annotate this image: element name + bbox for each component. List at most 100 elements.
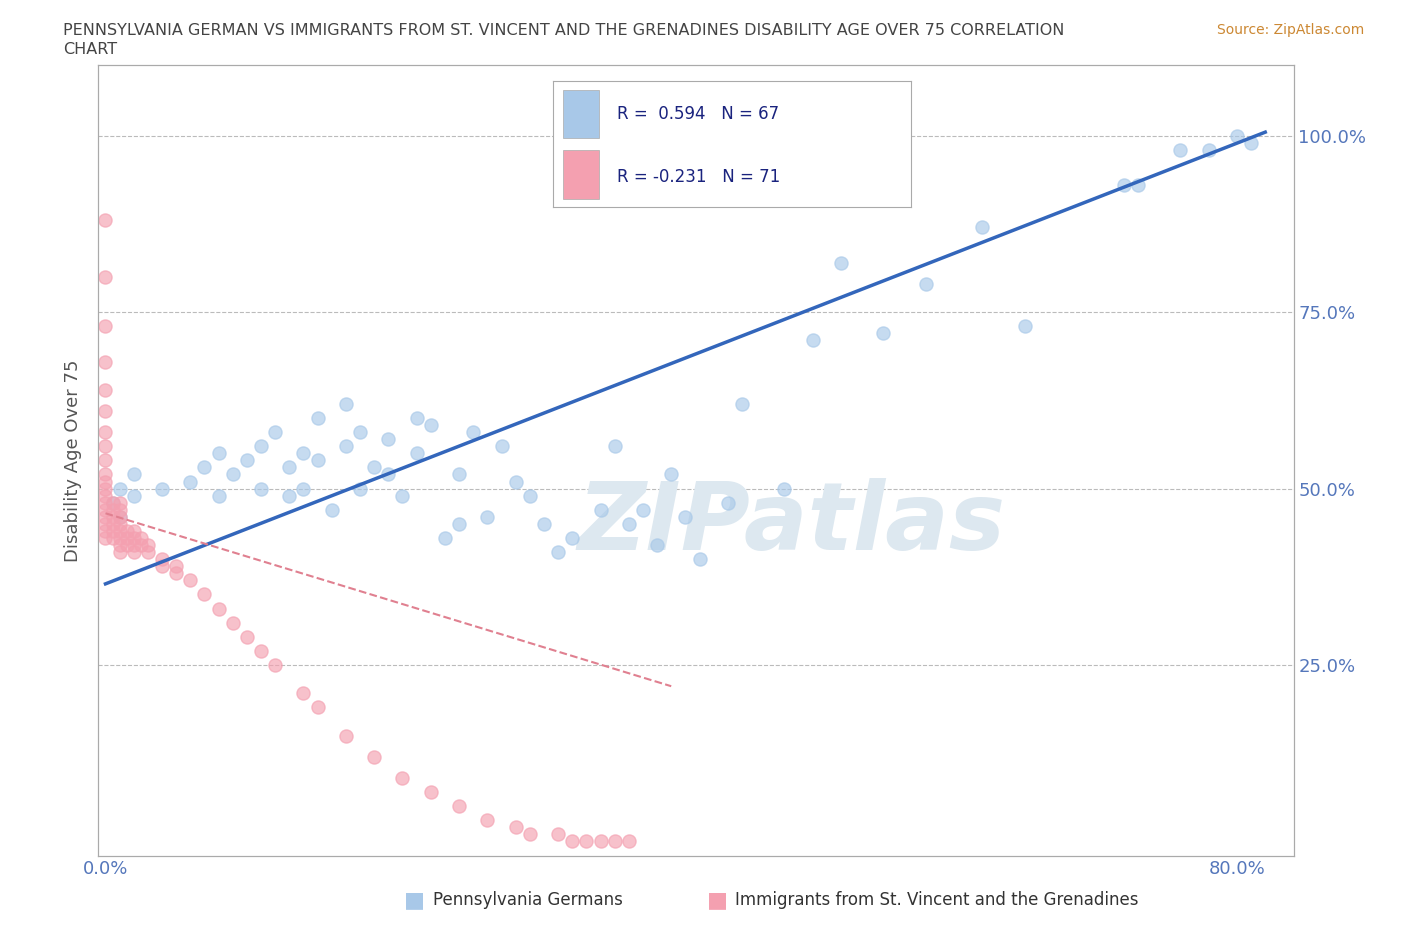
Point [208,445,231,460]
Point [108,516,131,531]
Point [94,481,117,496]
Point [208,601,231,616]
Point [278,460,301,475]
Point [94,488,117,503]
Text: Pennsylvania Germans: Pennsylvania Germans [433,891,623,910]
Point [292,445,315,460]
Point [561,530,583,545]
Point [1170,142,1192,157]
Point [617,834,640,849]
Point [108,502,131,517]
Point [150,559,173,574]
Point [292,481,315,496]
Point [1014,319,1036,334]
Point [405,445,427,460]
Point [830,256,852,271]
Point [519,488,541,503]
Point [363,750,385,764]
Point [603,439,626,454]
Point [391,771,413,786]
Point [108,524,131,538]
Point [419,418,441,432]
Point [250,481,273,496]
Point [250,644,273,658]
Point [208,488,231,503]
Point [236,630,259,644]
Point [449,799,471,814]
Point [165,565,187,580]
Point [236,453,259,468]
Y-axis label: Disability Age Over 75: Disability Age Over 75 [65,359,83,562]
Point [405,410,427,425]
Point [94,516,117,531]
Text: ZIPatlas: ZIPatlas [578,478,1005,569]
Point [377,432,399,446]
Point [94,510,117,525]
Point [94,404,117,418]
Point [193,460,215,475]
Point [94,319,117,334]
Point [129,530,152,545]
Point [264,425,287,440]
Point [419,785,441,800]
Point [449,467,471,482]
Point [101,516,124,531]
Point [1226,128,1249,143]
Point [150,481,173,496]
Point [122,524,145,538]
Point [250,439,273,454]
Point [179,573,201,588]
Point [136,545,159,560]
Point [547,545,569,560]
Point [101,502,124,517]
Point [673,510,696,525]
Point [872,326,894,340]
Point [115,524,138,538]
Point [108,545,131,560]
Point [108,481,131,496]
Point [222,467,245,482]
Point [179,474,201,489]
Point [321,502,343,517]
Point [101,496,124,511]
Point [631,502,654,517]
Point [477,510,499,525]
Point [278,488,301,503]
Point [94,453,117,468]
Point [547,827,569,842]
Point [122,530,145,545]
Point [101,524,124,538]
Point [391,488,413,503]
Point [519,827,541,842]
Point [122,538,145,552]
Point [659,467,682,482]
Point [1198,142,1220,157]
Point [801,333,824,348]
Point [108,510,131,525]
Point [505,820,527,835]
Point [94,524,117,538]
Point [731,396,754,411]
Point [377,467,399,482]
Point [307,453,329,468]
Point [94,530,117,545]
Point [101,530,124,545]
Text: Source: ZipAtlas.com: Source: ZipAtlas.com [1216,23,1364,37]
Point [108,538,131,552]
Point [94,270,117,285]
Point [505,474,527,489]
Point [94,439,117,454]
Point [94,467,117,482]
Point [292,685,315,700]
Point [150,551,173,566]
Point [773,481,796,496]
Point [129,538,152,552]
Point [335,439,357,454]
Point [165,559,187,574]
Text: ■: ■ [707,890,727,910]
Point [477,813,499,828]
Point [264,658,287,672]
Point [1112,178,1135,193]
Point [363,460,385,475]
Point [307,410,329,425]
